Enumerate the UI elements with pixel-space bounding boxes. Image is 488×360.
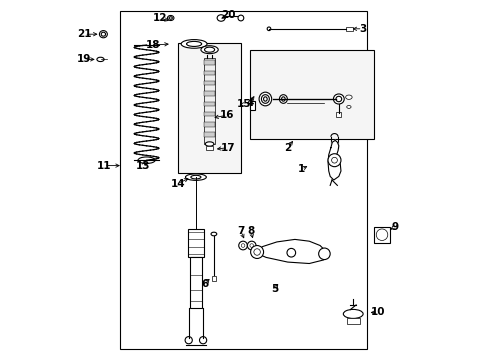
Text: 8: 8 (247, 226, 254, 236)
Ellipse shape (181, 40, 206, 48)
Ellipse shape (333, 94, 344, 104)
Ellipse shape (343, 310, 363, 319)
Bar (204, 132, 214, 137)
Bar (203, 102, 215, 106)
Ellipse shape (186, 41, 201, 46)
Text: 13: 13 (136, 161, 150, 171)
Ellipse shape (335, 96, 341, 102)
Ellipse shape (211, 232, 216, 236)
Text: 10: 10 (370, 307, 384, 318)
Circle shape (199, 337, 206, 344)
Circle shape (318, 248, 329, 260)
Circle shape (249, 244, 253, 247)
Ellipse shape (190, 175, 201, 179)
Ellipse shape (217, 15, 224, 21)
Bar (336, 112, 341, 117)
Ellipse shape (167, 15, 174, 21)
Bar (204, 91, 214, 96)
Ellipse shape (238, 15, 244, 21)
Ellipse shape (97, 57, 104, 62)
Ellipse shape (279, 95, 287, 103)
Circle shape (185, 337, 192, 344)
Text: 15: 15 (237, 99, 251, 109)
Polygon shape (255, 239, 326, 264)
Circle shape (331, 157, 337, 163)
Circle shape (286, 248, 295, 257)
Text: 5: 5 (271, 284, 278, 294)
Ellipse shape (205, 142, 213, 146)
Bar (373, 227, 389, 243)
Text: 18: 18 (145, 40, 160, 50)
Text: 9: 9 (390, 222, 398, 232)
Circle shape (327, 154, 340, 167)
Bar (205, 146, 213, 150)
Bar (204, 71, 214, 75)
Bar (203, 81, 215, 85)
Ellipse shape (281, 97, 285, 101)
Bar (203, 58, 215, 144)
Bar (346, 318, 359, 324)
Ellipse shape (345, 95, 351, 99)
Bar (187, 229, 203, 257)
Text: 6: 6 (201, 279, 208, 289)
Text: 17: 17 (221, 143, 235, 153)
Circle shape (247, 241, 256, 250)
Bar (120, 11, 366, 349)
Ellipse shape (204, 47, 214, 52)
Ellipse shape (138, 157, 155, 163)
Circle shape (241, 244, 244, 247)
Ellipse shape (169, 17, 172, 19)
Text: 7: 7 (237, 226, 244, 236)
Bar (346, 27, 352, 31)
Ellipse shape (259, 92, 271, 106)
Bar (203, 122, 215, 126)
Circle shape (238, 241, 247, 250)
Text: 12: 12 (152, 13, 167, 23)
Bar (211, 276, 216, 281)
Text: 3: 3 (358, 24, 366, 34)
Text: 14: 14 (170, 179, 185, 189)
Ellipse shape (99, 31, 107, 38)
Bar (203, 60, 215, 65)
Ellipse shape (185, 174, 206, 180)
Text: 11: 11 (97, 161, 111, 171)
Text: 19: 19 (77, 54, 91, 64)
Circle shape (250, 246, 263, 258)
Bar (249, 50, 373, 139)
Text: 1: 1 (297, 164, 305, 174)
Ellipse shape (261, 95, 269, 103)
Bar (178, 43, 241, 173)
Ellipse shape (266, 27, 270, 31)
Text: 21: 21 (77, 29, 91, 39)
Text: 16: 16 (220, 110, 234, 120)
Text: 4: 4 (246, 98, 253, 108)
Text: 20: 20 (221, 10, 235, 20)
Bar (250, 101, 255, 110)
Bar (204, 112, 214, 116)
Circle shape (253, 249, 260, 255)
Ellipse shape (201, 46, 218, 54)
Ellipse shape (101, 32, 105, 36)
Ellipse shape (346, 105, 350, 108)
Bar (190, 257, 201, 308)
Text: 2: 2 (284, 143, 291, 153)
Polygon shape (327, 140, 340, 180)
Ellipse shape (263, 97, 266, 101)
Circle shape (375, 229, 387, 240)
